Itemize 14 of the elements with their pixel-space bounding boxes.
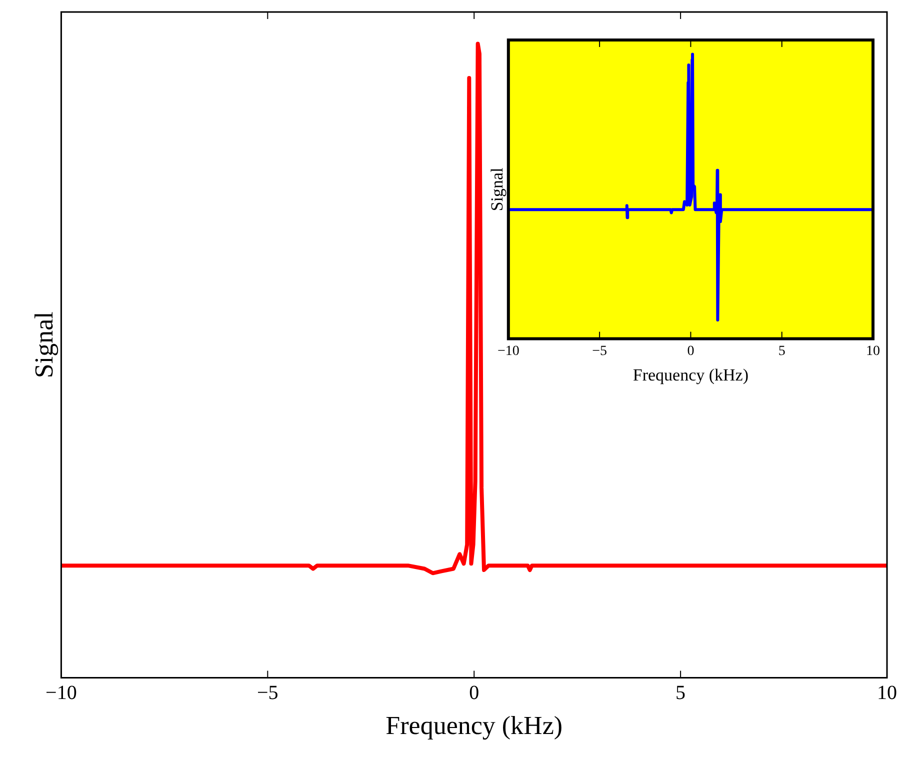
x-tick-label: 5 [778,344,786,359]
x-tick-label: −10 [497,344,520,359]
x-tick-label: 0 [687,344,694,359]
x-tick-label: −10 [46,682,77,704]
x-axis-title: Frequency (kHz) [386,711,563,740]
x-axis-title: Frequency (kHz) [632,365,749,384]
x-tick-label: 10 [877,682,897,704]
x-tick-label: −5 [592,344,608,359]
x-tick-label: 5 [676,682,686,704]
y-axis-title: Signal [29,312,58,378]
x-tick-label: 10 [866,344,880,359]
x-tick-label: 0 [469,682,480,704]
x-tick-label: −5 [257,682,278,704]
y-axis-title: Signal [488,167,507,212]
